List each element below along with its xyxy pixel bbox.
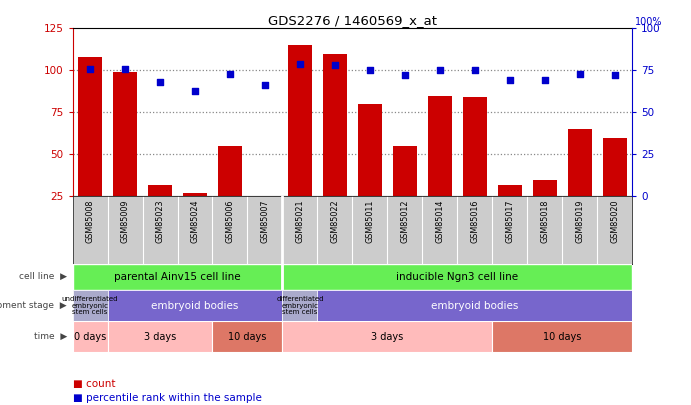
Text: 0 days: 0 days bbox=[74, 332, 106, 342]
Text: 10 days: 10 days bbox=[228, 332, 267, 342]
Text: 3 days: 3 days bbox=[371, 332, 404, 342]
Point bbox=[609, 72, 621, 79]
Bar bbox=[392, 146, 417, 196]
Text: GSM85009: GSM85009 bbox=[120, 200, 129, 243]
Text: GSM85012: GSM85012 bbox=[400, 200, 409, 243]
Bar bbox=[182, 193, 207, 196]
Bar bbox=[73, 321, 108, 352]
Title: GDS2276 / 1460569_x_at: GDS2276 / 1460569_x_at bbox=[268, 14, 437, 27]
Bar bbox=[108, 290, 283, 321]
Text: embryoid bodies: embryoid bodies bbox=[151, 301, 238, 311]
Text: 100%: 100% bbox=[635, 17, 663, 27]
Text: GSM85020: GSM85020 bbox=[610, 200, 619, 243]
Point bbox=[504, 77, 515, 84]
Point bbox=[364, 67, 375, 74]
Text: undifferentiated
embryonic
stem cells: undifferentiated embryonic stem cells bbox=[61, 296, 118, 315]
Text: GSM85018: GSM85018 bbox=[540, 200, 549, 243]
Bar bbox=[283, 321, 492, 352]
Point bbox=[259, 82, 270, 89]
Text: GSM85008: GSM85008 bbox=[86, 200, 95, 243]
Point bbox=[539, 77, 550, 84]
Text: inducible Ngn3 cell line: inducible Ngn3 cell line bbox=[397, 272, 518, 282]
Bar bbox=[78, 57, 102, 196]
Text: differentiated
embryonic
stem cells: differentiated embryonic stem cells bbox=[276, 296, 323, 315]
Point bbox=[84, 66, 95, 72]
Bar bbox=[462, 97, 487, 196]
Bar bbox=[213, 321, 283, 352]
Text: GSM85019: GSM85019 bbox=[576, 200, 585, 243]
Bar bbox=[287, 45, 312, 196]
Bar bbox=[428, 96, 452, 196]
Text: GSM85006: GSM85006 bbox=[225, 200, 234, 243]
Text: ■ percentile rank within the sample: ■ percentile rank within the sample bbox=[73, 393, 261, 403]
Text: ■ count: ■ count bbox=[73, 379, 115, 389]
Text: 3 days: 3 days bbox=[144, 332, 176, 342]
Text: development stage  ▶: development stage ▶ bbox=[0, 301, 67, 310]
Text: cell line  ▶: cell line ▶ bbox=[19, 272, 67, 281]
Bar bbox=[73, 290, 108, 321]
Bar bbox=[492, 321, 632, 352]
Point bbox=[469, 67, 480, 74]
Point bbox=[155, 79, 166, 85]
Point bbox=[225, 70, 236, 77]
Text: GSM85021: GSM85021 bbox=[296, 200, 305, 243]
Bar bbox=[317, 290, 632, 321]
Text: GSM85011: GSM85011 bbox=[366, 200, 375, 243]
Bar bbox=[73, 264, 283, 290]
Bar bbox=[498, 185, 522, 196]
Text: GSM85023: GSM85023 bbox=[155, 200, 164, 243]
Text: parental Ainv15 cell line: parental Ainv15 cell line bbox=[114, 272, 240, 282]
Bar bbox=[113, 72, 138, 196]
Bar bbox=[567, 129, 592, 196]
Bar bbox=[358, 104, 382, 196]
Text: GSM85016: GSM85016 bbox=[471, 200, 480, 243]
Text: embryoid bodies: embryoid bodies bbox=[431, 301, 518, 311]
Point bbox=[120, 66, 131, 72]
Text: GSM85017: GSM85017 bbox=[505, 200, 514, 243]
Text: GSM85014: GSM85014 bbox=[435, 200, 444, 243]
Bar bbox=[323, 53, 347, 196]
Point bbox=[330, 62, 341, 68]
Text: GSM85024: GSM85024 bbox=[191, 200, 200, 243]
Bar bbox=[533, 179, 557, 196]
Text: time  ▶: time ▶ bbox=[34, 332, 67, 341]
Bar bbox=[603, 138, 627, 196]
Point bbox=[294, 60, 305, 67]
Point bbox=[189, 87, 200, 94]
Bar bbox=[218, 146, 243, 196]
Text: 10 days: 10 days bbox=[543, 332, 582, 342]
Point bbox=[435, 67, 446, 74]
Point bbox=[574, 70, 585, 77]
Bar bbox=[108, 321, 213, 352]
Point bbox=[399, 72, 410, 79]
Bar bbox=[148, 185, 172, 196]
Bar bbox=[283, 290, 317, 321]
Text: GSM85022: GSM85022 bbox=[330, 200, 339, 243]
Bar bbox=[283, 264, 632, 290]
Text: GSM85007: GSM85007 bbox=[261, 200, 269, 243]
